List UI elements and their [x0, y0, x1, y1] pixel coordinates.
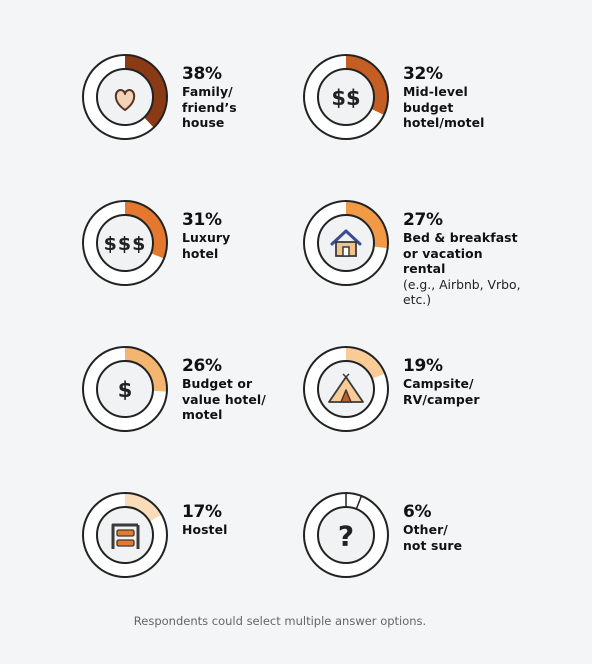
- percentage-label: 38%: [182, 64, 222, 84]
- category-label: rental: [403, 261, 446, 276]
- category-note: etc.): [403, 292, 432, 307]
- percentage-label: 6%: [403, 502, 432, 522]
- category-label: value hotel/: [182, 391, 266, 407]
- percentage-label: 31%: [182, 210, 222, 230]
- donut-label: 6% Other/not sure: [403, 502, 523, 553]
- category-label: Hostel: [182, 522, 228, 537]
- percentage-label: 27%: [403, 210, 443, 230]
- donut: $$$: [82, 200, 168, 286]
- donut-slice: [346, 347, 386, 379]
- donut: $$: [303, 54, 389, 140]
- svg-text:$$: $$: [331, 86, 360, 110]
- question-mark-icon: ?: [338, 520, 354, 553]
- percentage-label: 26%: [182, 356, 222, 376]
- category-label: RV/camper: [403, 391, 480, 407]
- category-label: Other/: [403, 522, 448, 537]
- donut: ?: [303, 492, 389, 578]
- donut-slice: [125, 493, 162, 522]
- category-label: budget: [403, 99, 454, 115]
- category-label: not sure: [403, 537, 463, 553]
- svg-text:?: ?: [338, 520, 354, 553]
- donut-label: 31% Luxury hotel: [182, 210, 302, 261]
- donut-label: 26% Budget or value hotel/motel: [182, 356, 302, 423]
- category-label: Mid-level: [403, 84, 468, 99]
- three-dollar-icon: $$$: [104, 233, 147, 255]
- percentage-label: 19%: [403, 356, 443, 376]
- house-icon: [330, 229, 362, 257]
- donut: [82, 492, 168, 578]
- heart-icon: [114, 89, 136, 111]
- percentage-label: 17%: [182, 502, 222, 522]
- donut: [303, 200, 389, 286]
- donut-label: 19% Campsite/RV/camper: [403, 356, 523, 407]
- donut-slice: [346, 201, 388, 249]
- percentage-label: 32%: [403, 64, 443, 84]
- donut-label: 32% Mid-level budget hotel/motel: [403, 64, 523, 131]
- category-label: hotel/motel: [403, 115, 485, 130]
- donut: $: [82, 346, 168, 432]
- category-label: Family/: [182, 84, 233, 99]
- category-label: friend’s: [182, 99, 237, 115]
- category-label: Campsite/: [403, 376, 474, 391]
- footnote: Respondents could select multiple answer…: [133, 614, 427, 628]
- bunk-bed-icon: [111, 523, 140, 549]
- svg-text:$$$: $$$: [104, 233, 147, 255]
- category-label: house: [182, 115, 225, 130]
- category-label: Budget or: [182, 376, 253, 391]
- two-dollar-icon: $$: [331, 86, 360, 110]
- category-label: hotel: [182, 245, 219, 261]
- category-label: or vacation: [403, 245, 483, 261]
- dollar-icon: $: [118, 378, 133, 402]
- category-note: (e.g., Airbnb, Vrbo,: [403, 276, 521, 292]
- category-label: Luxury: [182, 230, 231, 245]
- category-label: Bed & breakfast: [403, 230, 518, 245]
- svg-text:$: $: [118, 378, 133, 402]
- donut-label: 17% Hostel: [182, 502, 302, 538]
- donut: [82, 54, 168, 140]
- donut-label: 38% Family/friend’s house: [182, 64, 302, 131]
- donut-slice: [125, 55, 167, 128]
- category-label: motel: [182, 407, 223, 422]
- donut: [303, 346, 389, 432]
- donut-label: 27% Bed & breakfast or vacation rental (e.g.…: [403, 210, 523, 308]
- tent-icon: [328, 373, 364, 403]
